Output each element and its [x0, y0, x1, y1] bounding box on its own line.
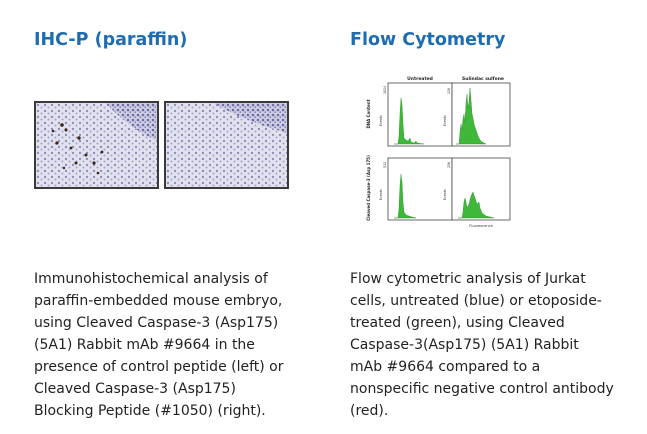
tick-4: 256 [447, 162, 451, 168]
xlabel: Fluorescence [469, 224, 493, 228]
row-label-dna: DNA Content [366, 99, 371, 128]
tick-2: 128 [447, 88, 451, 94]
histogram-dna-treated [456, 87, 487, 145]
ylabel-3: Events [379, 189, 383, 200]
histogram-dna-untreated [394, 97, 425, 145]
ihc-caption: Immunohistochemical analysis of paraffin… [34, 271, 284, 419]
ylabel-1: Events [379, 115, 383, 126]
ylabel-4: Events [443, 189, 447, 200]
row-label-caspase: Cleaved Caspase-3 (Asp 175) [366, 155, 371, 221]
panel-casp-treated [451, 157, 511, 221]
histogram-casp-treated [458, 191, 495, 219]
col-header-untreated: Untreated [407, 76, 433, 82]
panel-dna-untreated [387, 82, 453, 147]
ihc-image-blocking-peptide [164, 101, 289, 189]
tick-1: 1024 [383, 86, 387, 94]
flow-heading: Flow Cytometry [350, 30, 506, 50]
col-header-treated: Sulindac sulfone [462, 76, 504, 82]
flow-caption: Flow cytometric analysis of Jurkat cells… [350, 271, 614, 419]
tick-3: 512 [383, 162, 387, 168]
ylabel-2: Events [443, 115, 447, 126]
ihc-heading: IHC-P (paraffin) [34, 30, 188, 50]
histogram-casp-untreated [394, 173, 417, 219]
panel-casp-untreated [387, 157, 453, 221]
ihc-image-control-peptide [34, 101, 159, 189]
flow-cytometry-figure: Untreated Sulindac sulfone DNA Content C… [366, 76, 511, 228]
